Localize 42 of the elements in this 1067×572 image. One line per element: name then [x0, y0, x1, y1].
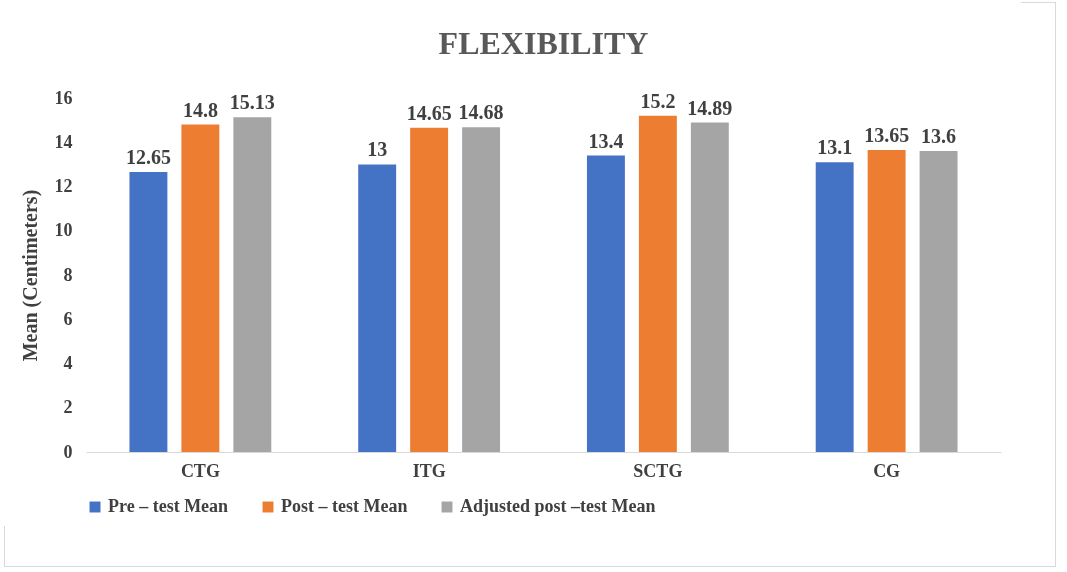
- x-tick-label: SCTG: [633, 460, 683, 481]
- bar: [233, 117, 272, 452]
- x-tick-label: CTG: [180, 460, 220, 481]
- x-tick-label: ITG: [412, 460, 446, 481]
- chart-title: FLEXIBILITY: [438, 25, 649, 61]
- bar: [129, 172, 168, 452]
- data-label: 13.6: [921, 125, 957, 148]
- bar: [815, 162, 854, 452]
- data-label: 14.8: [182, 98, 218, 121]
- y-tick-label: 12: [54, 176, 73, 196]
- data-label: 15.2: [640, 89, 676, 112]
- data-label: 13: [367, 138, 388, 161]
- bar: [462, 127, 501, 452]
- bar: [690, 122, 729, 452]
- y-tick-label: 0: [63, 441, 73, 462]
- y-tick-label: 6: [63, 308, 73, 329]
- data-label: 14.65: [406, 101, 452, 124]
- data-label: 13.1: [817, 136, 853, 159]
- y-axis-title: Mean (Centimeters): [18, 189, 42, 362]
- legend-label: Pre – test Mean: [108, 496, 229, 516]
- data-label: 13.4: [588, 129, 624, 152]
- bar: [410, 127, 449, 452]
- data-label: 14.89: [687, 96, 733, 119]
- data-label: 14.68: [458, 101, 504, 124]
- bar: [358, 164, 397, 452]
- data-label: 13.65: [864, 123, 910, 146]
- data-label: 12.65: [125, 146, 171, 169]
- y-tick-label: 2: [63, 397, 73, 418]
- x-tick-label: CG: [873, 460, 901, 481]
- y-tick-label: 14: [54, 131, 73, 152]
- y-tick-label: 16: [54, 87, 73, 108]
- bar: [586, 155, 625, 452]
- bar: [867, 149, 906, 452]
- bar: [181, 124, 220, 452]
- y-tick-label: 8: [63, 264, 73, 285]
- y-tick-label: 10: [54, 220, 73, 241]
- legend-label: Post – test Mean: [281, 496, 408, 516]
- legend-label: Adjusted post –test Mean: [460, 496, 656, 516]
- bar: [638, 115, 677, 452]
- bar: [919, 151, 958, 452]
- y-tick-label: 4: [63, 353, 73, 373]
- data-label: 15.13: [229, 91, 275, 114]
